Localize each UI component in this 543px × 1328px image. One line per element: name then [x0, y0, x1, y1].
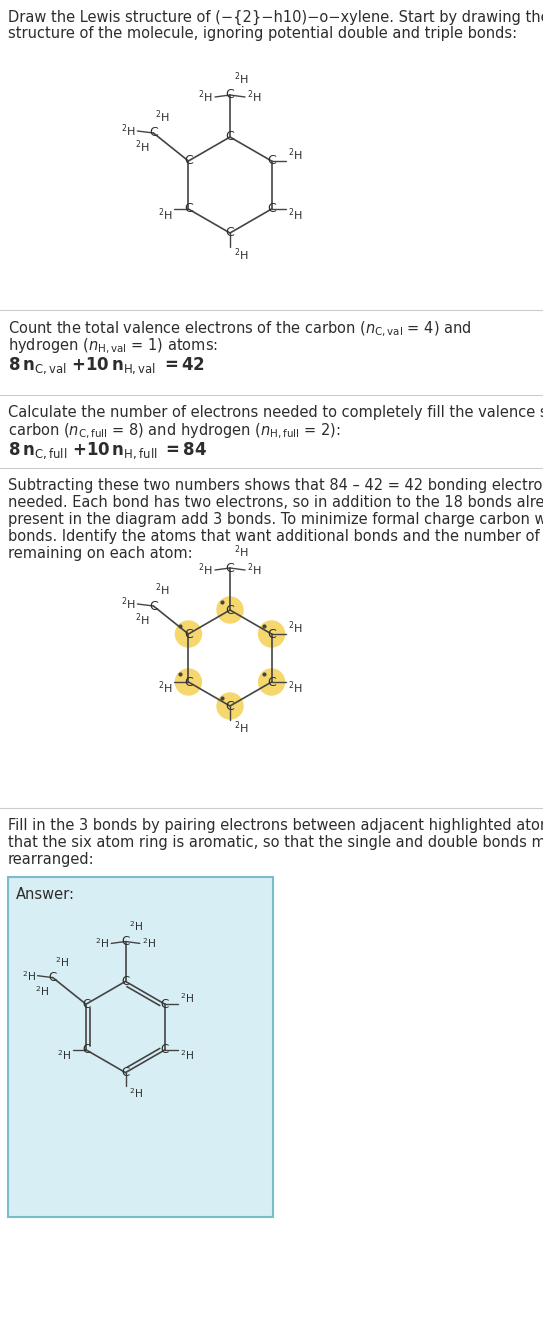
Text: present in the diagram add 3 bonds. To minimize formal charge carbon wants 4: present in the diagram add 3 bonds. To m…: [8, 513, 543, 527]
Circle shape: [217, 693, 243, 718]
Text: C: C: [267, 628, 276, 640]
Text: $^2$H: $^2$H: [155, 582, 170, 599]
Circle shape: [175, 622, 201, 647]
Text: $\mathbf{8\,}$$\mathbf{n_{\mathrm{C,val}}}$ $\mathbf{+ 10\,}$$\mathbf{n_{\mathrm: $\mathbf{8\,}$$\mathbf{n_{\mathrm{C,val}…: [8, 355, 205, 376]
Text: $^2$H: $^2$H: [288, 146, 302, 163]
Text: rearranged:: rearranged:: [8, 853, 94, 867]
Text: C: C: [149, 126, 158, 139]
Text: $^2$H: $^2$H: [180, 1049, 194, 1062]
Text: $^2$H: $^2$H: [135, 612, 149, 628]
FancyBboxPatch shape: [8, 876, 273, 1216]
Text: remaining on each atom:: remaining on each atom:: [8, 546, 193, 560]
Text: $^2$H: $^2$H: [198, 89, 213, 105]
Text: $^2$H: $^2$H: [234, 247, 249, 263]
Text: C: C: [226, 130, 235, 143]
Text: $^2$H: $^2$H: [180, 992, 194, 1005]
Text: $^2$H: $^2$H: [142, 936, 156, 951]
Text: $^2$H: $^2$H: [121, 596, 135, 612]
Text: C: C: [226, 603, 235, 616]
Text: $^2$H: $^2$H: [135, 138, 149, 155]
Text: C: C: [161, 1044, 169, 1056]
Text: C: C: [226, 562, 235, 575]
Text: C: C: [49, 971, 57, 984]
Text: $^2$H: $^2$H: [234, 720, 249, 736]
Text: C: C: [226, 89, 235, 101]
Text: $^2$H: $^2$H: [158, 680, 173, 696]
Text: C: C: [82, 1044, 90, 1056]
Text: C: C: [122, 975, 130, 988]
Circle shape: [258, 669, 285, 695]
Text: C: C: [267, 676, 276, 688]
Text: Fill in the 3 bonds by pairing electrons between adjacent highlighted atoms. Not: Fill in the 3 bonds by pairing electrons…: [8, 818, 543, 833]
Text: carbon ($n_{\mathrm{C,full}}$ = 8) and hydrogen ($n_{\mathrm{H,full}}$ = 2):: carbon ($n_{\mathrm{C,full}}$ = 8) and h…: [8, 422, 340, 441]
Text: C: C: [267, 202, 276, 215]
Text: Calculate the number of electrons needed to completely fill the valence shells f: Calculate the number of electrons needed…: [8, 405, 543, 420]
Text: C: C: [184, 628, 193, 640]
Text: C: C: [82, 997, 90, 1011]
Text: $^2$H: $^2$H: [96, 936, 109, 951]
Text: $^2$H: $^2$H: [55, 956, 68, 969]
Text: C: C: [184, 202, 193, 215]
Text: C: C: [267, 154, 276, 167]
Text: C: C: [184, 154, 193, 167]
Text: C: C: [122, 1066, 130, 1080]
Text: C: C: [226, 227, 235, 239]
Text: C: C: [149, 599, 158, 612]
Text: hydrogen ($n_{\mathrm{H,val}}$ = 1) atoms:: hydrogen ($n_{\mathrm{H,val}}$ = 1) atom…: [8, 337, 218, 356]
Text: $^2$H: $^2$H: [247, 562, 262, 578]
Text: C: C: [122, 935, 130, 948]
Text: $^2$H: $^2$H: [198, 562, 213, 578]
Circle shape: [258, 622, 285, 647]
Text: $^2$H: $^2$H: [158, 207, 173, 223]
Text: $^2$H: $^2$H: [35, 984, 49, 997]
Text: Draw the Lewis structure of (−{2}−h10)−o−xylene. Start by drawing the overall: Draw the Lewis structure of (−{2}−h10)−o…: [8, 11, 543, 25]
Text: bonds. Identify the atoms that want additional bonds and the number of electrons: bonds. Identify the atoms that want addi…: [8, 529, 543, 544]
Text: $^2$H: $^2$H: [129, 919, 143, 934]
Text: $\mathbf{8\,}$$\mathbf{n_{\mathrm{C,full}}}$ $\mathbf{+ 10\,}$$\mathbf{n_{\mathr: $\mathbf{8\,}$$\mathbf{n_{\mathrm{C,full…: [8, 440, 207, 461]
Text: $^2$H: $^2$H: [234, 543, 249, 560]
Text: that the six atom ring is aromatic, so that the single and double bonds may be: that the six atom ring is aromatic, so t…: [8, 835, 543, 850]
Text: $^2$H: $^2$H: [155, 109, 170, 125]
Text: needed. Each bond has two electrons, so in addition to the 18 bonds already: needed. Each bond has two electrons, so …: [8, 495, 543, 510]
Text: $^2$H: $^2$H: [288, 207, 302, 223]
Text: $^2$H: $^2$H: [247, 89, 262, 105]
Circle shape: [217, 598, 243, 623]
Text: $^2$H: $^2$H: [129, 1086, 143, 1101]
Text: C: C: [184, 676, 193, 688]
Text: structure of the molecule, ignoring potential double and triple bonds:: structure of the molecule, ignoring pote…: [8, 27, 517, 41]
Text: $^2$H: $^2$H: [234, 70, 249, 88]
Text: C: C: [161, 997, 169, 1011]
Text: C: C: [226, 700, 235, 713]
Text: Answer:: Answer:: [16, 887, 75, 902]
Text: $^2$H: $^2$H: [121, 122, 135, 139]
Text: $^2$H: $^2$H: [22, 969, 36, 983]
Circle shape: [175, 669, 201, 695]
Text: Count the total valence electrons of the carbon ($n_{\mathrm{C,val}}$ = 4) and: Count the total valence electrons of the…: [8, 320, 472, 339]
Text: $^2$H: $^2$H: [57, 1049, 71, 1062]
Text: $^2$H: $^2$H: [288, 620, 302, 636]
Text: Subtracting these two numbers shows that 84 – 42 = 42 bonding electrons are: Subtracting these two numbers shows that…: [8, 478, 543, 493]
Text: $^2$H: $^2$H: [288, 680, 302, 696]
